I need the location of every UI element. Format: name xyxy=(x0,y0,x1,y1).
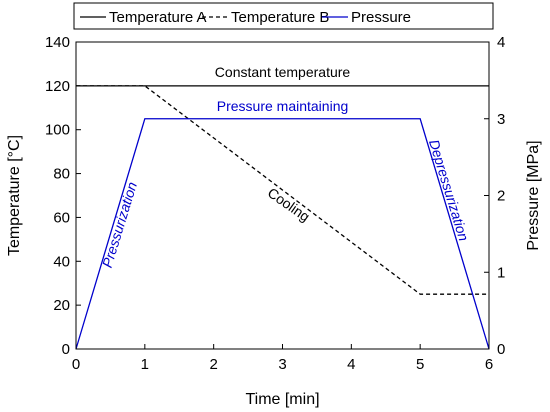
y-left-tick-label: 100 xyxy=(45,122,70,139)
y-right-tick-label: 3 xyxy=(497,111,505,128)
legend: Temperature A Temperature B Pressure xyxy=(73,2,494,30)
x-tick-label: 4 xyxy=(347,356,355,373)
y-right-tick-label: 2 xyxy=(497,188,505,205)
legend-frame xyxy=(73,2,494,30)
x-tick-label: 6 xyxy=(485,356,493,373)
x-axis-label: Time [min] xyxy=(245,391,319,408)
y-left-tick-label: 0 xyxy=(62,341,70,358)
annotation-label: Cooling xyxy=(265,184,313,224)
series-line-temperature-b xyxy=(76,85,489,295)
y-left-tick-label: 40 xyxy=(53,253,70,270)
x-tick-label: 5 xyxy=(416,356,424,373)
y-left-tick-label: 20 xyxy=(53,297,70,314)
annotation-label: Pressurization xyxy=(99,180,140,270)
legend-label: Temperature B xyxy=(231,9,329,26)
plot-area: Constant temperature Pressure maintaining… xyxy=(75,64,490,350)
y-right-tick-label: 1 xyxy=(497,264,505,281)
x-tick-label: 1 xyxy=(141,356,149,373)
annotation-label: Constant temperature xyxy=(215,64,351,80)
x-tick-label: 0 xyxy=(72,356,80,373)
x-tick-label: 3 xyxy=(278,356,286,373)
annotation-label: Depressurization xyxy=(426,138,472,243)
series-line-pressure xyxy=(75,118,490,350)
x-tick-label: 2 xyxy=(209,356,217,373)
y-left-tick-label: 60 xyxy=(53,209,70,226)
y-left-axis-label: Temperature [°C] xyxy=(6,135,23,256)
legend-label: Pressure xyxy=(351,9,411,26)
y-left-tick-label: 120 xyxy=(45,78,70,95)
y-left-tick-label: 140 xyxy=(45,34,70,51)
y-right-tick-label: 4 xyxy=(497,34,505,51)
y-left-tick-label: 80 xyxy=(53,166,70,183)
annotation-label: Pressure maintaining xyxy=(217,98,349,114)
legend-label: Temperature A xyxy=(109,9,207,26)
y-right-tick-label: 0 xyxy=(497,341,505,358)
y-right-axis-label: Pressure [MPa] xyxy=(525,140,542,250)
